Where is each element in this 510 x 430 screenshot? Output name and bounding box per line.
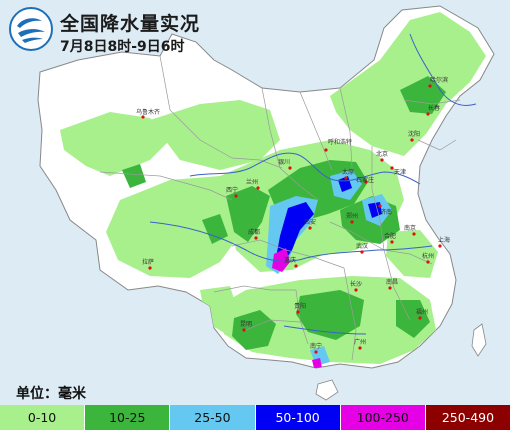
city-label: 天津	[394, 169, 406, 176]
legend-item-0-10: 0-10	[0, 405, 86, 430]
unit-label: 单位：毫米	[16, 386, 86, 402]
city-label: 石家庄	[356, 176, 374, 184]
city-markers	[141, 84, 442, 354]
map-title: 全国降水量实况	[60, 13, 201, 35]
city-label: 广州	[354, 338, 366, 346]
precipitation-legend: 0-10 10-25 25-50 50-100 100-250 250-490	[0, 405, 510, 430]
city-label: 合肥	[384, 232, 396, 240]
rain-100-250-areas	[272, 248, 322, 368]
city-label: 贵阳	[294, 302, 306, 310]
city-label: 拉萨	[142, 258, 154, 266]
legend-item-50-100: 50-100	[255, 405, 341, 430]
rain-50-100-areas	[276, 176, 382, 262]
city-label: 成都	[248, 228, 260, 236]
city-label: 福州	[416, 308, 428, 316]
city-label: 呼和浩特	[328, 138, 352, 146]
city-label: 重庆	[284, 256, 296, 264]
legend-item-100-250: 100-250	[340, 405, 426, 430]
legend-item-250-490: 250-490	[425, 405, 510, 430]
city-label: 郑州	[346, 212, 358, 220]
map-header: 全国降水量实况 7月8日8时-9日6时	[8, 6, 238, 56]
city-label: 哈尔滨	[430, 76, 448, 84]
city-label: 乌鲁木齐	[136, 108, 160, 116]
city-label: 济南	[380, 208, 392, 216]
city-label: 杭州	[422, 252, 434, 260]
city-label: 西宁	[226, 186, 238, 194]
city-label: 银川	[278, 158, 290, 166]
city-label: 南宁	[310, 342, 322, 350]
city-label: 兰州	[246, 178, 258, 186]
map-date-range: 7月8日8时-9日6时	[60, 39, 185, 55]
city-label: 西安	[304, 218, 316, 226]
city-label: 沈阳	[408, 130, 420, 138]
cma-logo-icon	[9, 7, 53, 51]
city-label: 长春	[428, 104, 440, 112]
rivers	[149, 33, 477, 335]
city-label: 武汉	[356, 242, 368, 250]
province-boundaries	[99, 55, 461, 361]
legend-item-10-25: 10-25	[85, 405, 171, 430]
hainan-island	[315, 379, 339, 401]
city-label: 南昌	[386, 278, 398, 286]
taiwan-island	[471, 323, 487, 357]
city-label: 南京	[404, 224, 416, 232]
legend-item-25-50: 25-50	[170, 405, 256, 430]
city-label: 昆明	[240, 321, 252, 328]
city-labels: 乌鲁木齐拉萨西宁兰州银川呼和浩特太原北京天津石家庄济南郑州西安成都重庆武汉合肥南…	[136, 76, 450, 350]
city-label: 上海	[438, 236, 450, 244]
city-label: 长沙	[350, 280, 362, 288]
city-label: 太原	[342, 168, 354, 176]
city-label: 北京	[376, 150, 388, 158]
